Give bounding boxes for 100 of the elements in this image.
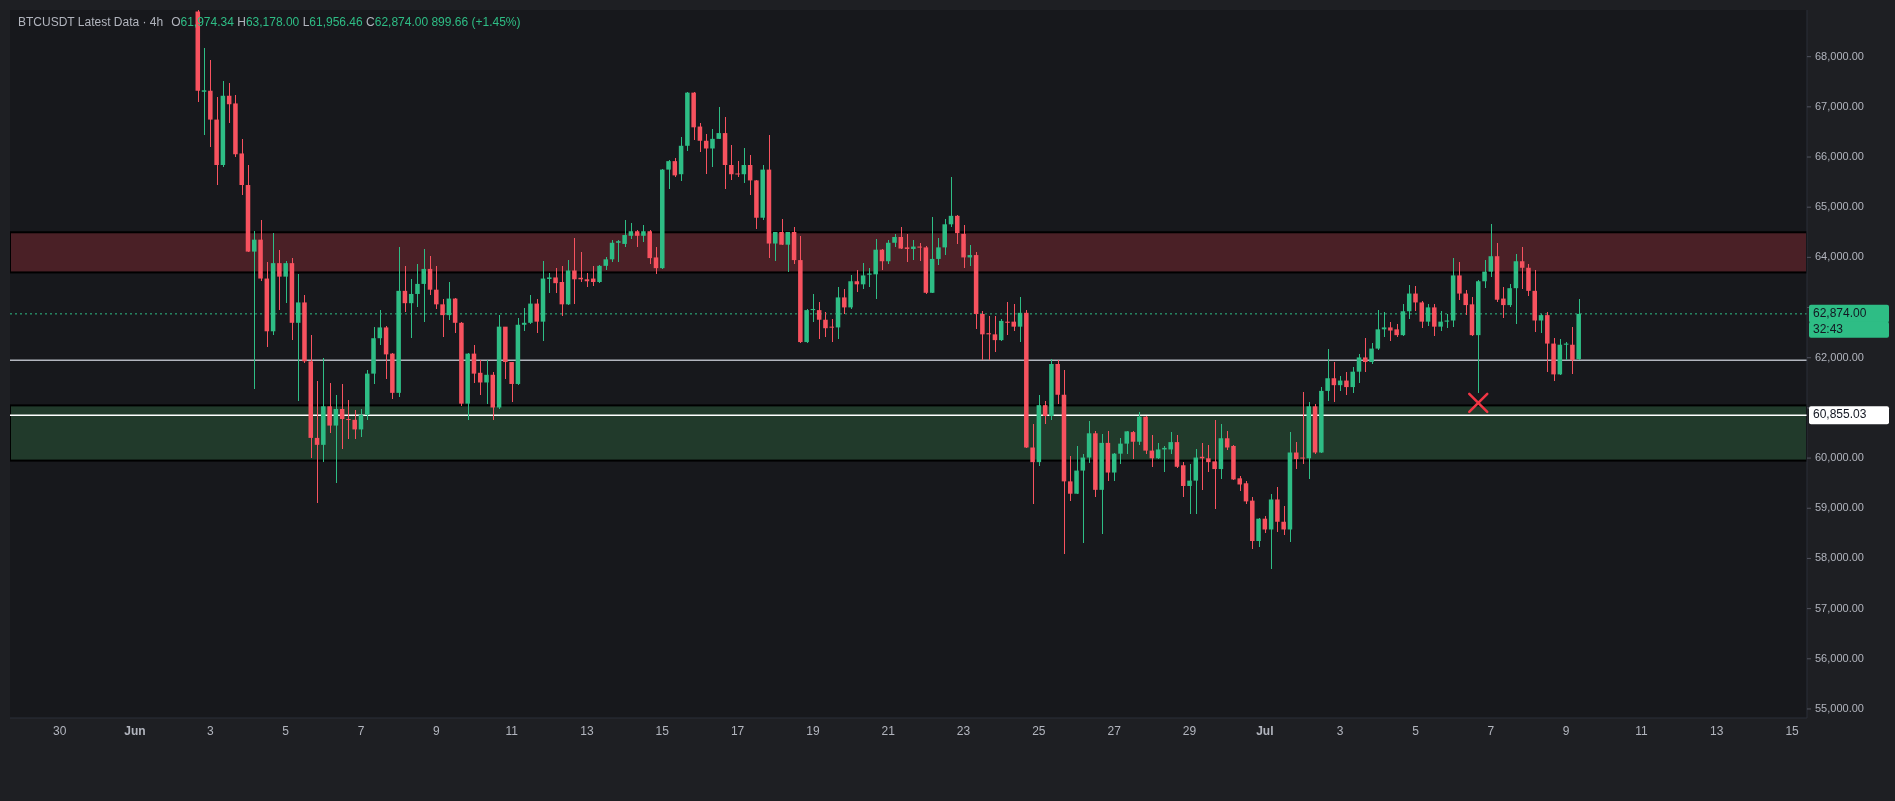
candlestick xyxy=(1005,301,1010,336)
candlestick xyxy=(1030,423,1035,505)
candlestick xyxy=(352,409,357,440)
x-tick-label: 9 xyxy=(432,724,440,738)
x-tick-label: 19 xyxy=(806,724,820,738)
candlestick xyxy=(653,246,659,275)
candlestick xyxy=(1356,353,1362,384)
x-tick-label: 5 xyxy=(1412,724,1420,738)
y-tick-label: 55,000.00 xyxy=(1815,701,1864,714)
candlestick xyxy=(1300,391,1305,465)
text: BTCUSDT Latest Data · 4h xyxy=(18,15,164,29)
candlestick xyxy=(277,249,282,311)
candlestick xyxy=(1256,517,1261,548)
x-tick-label: 25 xyxy=(1032,724,1046,738)
x-tick-label: 13 xyxy=(580,724,594,738)
x-tick-label: 27 xyxy=(1107,724,1122,738)
candlestick xyxy=(547,272,552,294)
y-tick-label: 56,000.00 xyxy=(1815,651,1864,664)
candlestick xyxy=(1507,283,1512,308)
candlestick xyxy=(1074,445,1079,495)
candlestick xyxy=(1419,300,1425,329)
candlestick xyxy=(201,47,207,136)
candlestick xyxy=(710,128,715,168)
candlestick xyxy=(1488,222,1494,278)
candlestick xyxy=(1118,437,1123,465)
candlestick xyxy=(314,380,320,504)
candlestick xyxy=(1463,289,1468,316)
candlestick xyxy=(1482,259,1487,289)
y-tick-label: 62,000.00 xyxy=(1815,350,1864,363)
x-tick-label: 7 xyxy=(1487,724,1495,738)
candlestick xyxy=(509,361,514,404)
ref-line-label: 62,874.00 xyxy=(1813,306,1867,321)
y-tick-label: 66,000.00 xyxy=(1815,149,1864,162)
y-tick-label: 67,000.00 xyxy=(1815,99,1864,112)
candlestick xyxy=(716,106,722,141)
y-tick-label: 57,000.00 xyxy=(1815,601,1864,614)
candlestick xyxy=(1275,486,1280,533)
x-tick-label: 13 xyxy=(1710,724,1724,738)
candlestick xyxy=(597,264,602,284)
x-tick-label: 3 xyxy=(206,724,214,738)
candlestick xyxy=(867,267,872,288)
x-tick-label: 30 xyxy=(53,724,67,738)
candlestick xyxy=(346,399,351,440)
x-tick-label: Jul xyxy=(1256,724,1274,738)
candlestick xyxy=(1068,455,1073,502)
candlestick xyxy=(898,226,904,250)
y-tick-label: 59,000.00 xyxy=(1815,501,1864,514)
x-tick-label: 5 xyxy=(282,724,290,738)
candlestick xyxy=(415,263,420,308)
candlestick xyxy=(1457,261,1462,302)
candlestick xyxy=(1281,505,1286,536)
candlestick xyxy=(1363,337,1368,373)
candlestick xyxy=(917,242,922,262)
candlestick xyxy=(779,217,784,246)
x-tick-label: 7 xyxy=(357,724,365,738)
candlestick xyxy=(283,260,288,304)
x-tick-label: 23 xyxy=(956,724,971,738)
y-tick-label: 58,000.00 xyxy=(1815,551,1864,564)
candlestick xyxy=(1180,461,1186,498)
y-tick-label: 60,000.00 xyxy=(1815,450,1864,463)
candlestick xyxy=(1570,326,1575,375)
x-tick-label: 15 xyxy=(655,724,670,738)
candlestick xyxy=(327,382,332,434)
y-tick-label: 65,000.00 xyxy=(1815,200,1864,213)
candlestick xyxy=(333,394,339,484)
x-tick-label: 15 xyxy=(1785,724,1800,738)
x-tick-label: 11 xyxy=(1635,724,1648,738)
candlestick xyxy=(992,315,998,354)
candlestick xyxy=(816,301,822,340)
x-tick-label: 21 xyxy=(881,724,896,738)
candlestick xyxy=(1187,463,1192,515)
y-tick-label: 64,000.00 xyxy=(1815,250,1864,263)
x-tick-label: 3 xyxy=(1336,724,1344,738)
candlestick xyxy=(1519,245,1525,290)
candlestick xyxy=(1526,263,1531,297)
x-tick-label: 9 xyxy=(1562,724,1570,738)
candlestick xyxy=(942,218,947,256)
candlestick xyxy=(440,297,445,338)
x-tick-label: 17 xyxy=(730,724,745,738)
y-tick-label: 68,000.00 xyxy=(1815,49,1864,62)
x-tick-label: 29 xyxy=(1182,724,1197,738)
candlestick xyxy=(1325,348,1330,402)
x-tick-label: Jun xyxy=(124,724,146,738)
candlestick xyxy=(1432,303,1437,337)
candlestick xyxy=(785,231,791,273)
candlestick xyxy=(936,237,941,266)
candlestick xyxy=(1042,399,1048,426)
candlestick xyxy=(1130,430,1136,460)
candlestick xyxy=(961,224,966,269)
candlestick xyxy=(1369,342,1374,365)
candlestick xyxy=(434,265,439,310)
x-tick-label: 11 xyxy=(505,724,519,738)
candlestick xyxy=(955,214,960,245)
candlestick xyxy=(842,288,847,315)
candlestick xyxy=(553,267,558,294)
candlestick xyxy=(534,297,539,334)
candlestick xyxy=(1344,371,1349,396)
candlestick xyxy=(911,239,916,261)
ref-line-label: 60,855.03 xyxy=(1813,407,1867,422)
candlestick xyxy=(904,233,910,263)
